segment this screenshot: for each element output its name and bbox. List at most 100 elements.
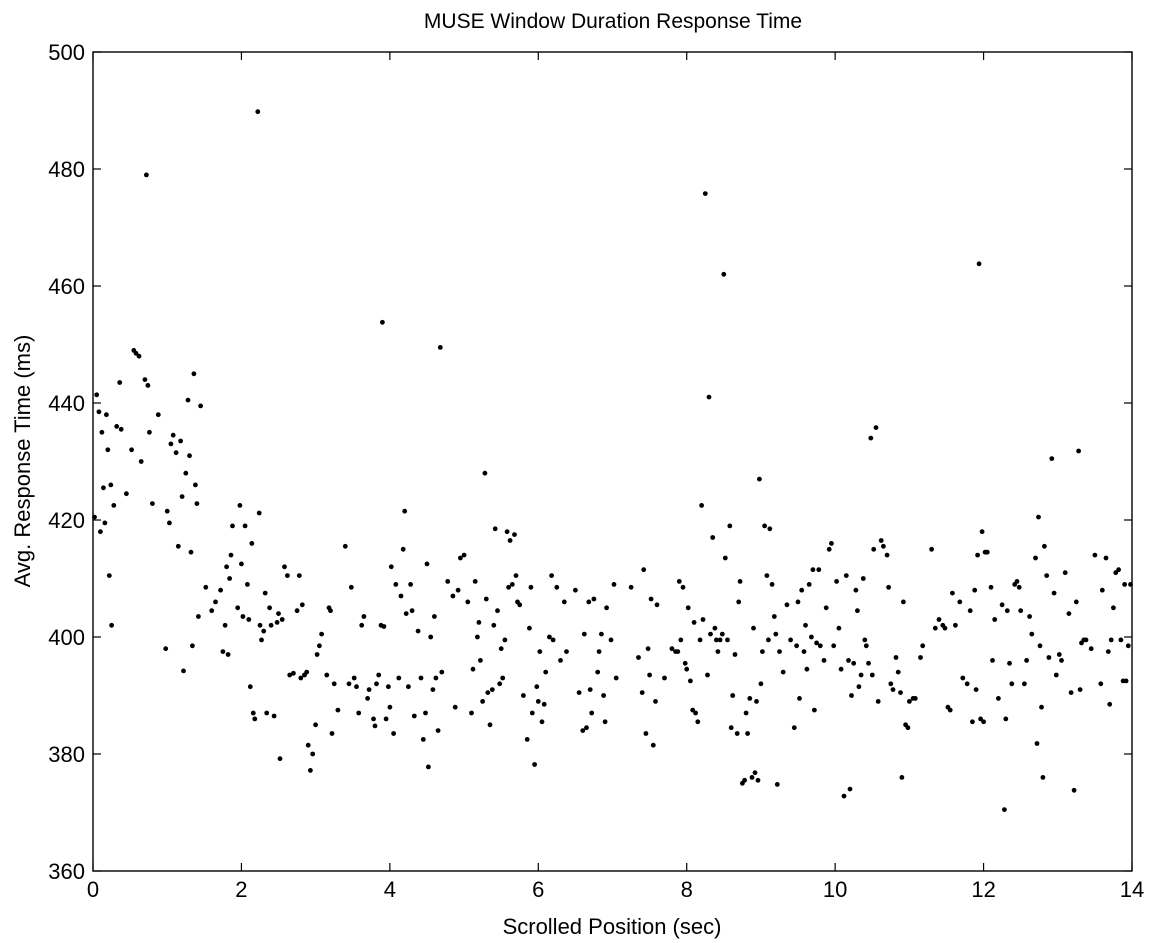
data-point [947, 707, 953, 713]
data-point [650, 742, 656, 748]
data-point [328, 608, 333, 614]
data-point [981, 719, 986, 725]
data-point [950, 590, 955, 596]
data-point [758, 681, 764, 687]
data-point [424, 561, 430, 567]
data-point [967, 608, 973, 614]
data-point [589, 710, 595, 716]
data-point [109, 622, 114, 628]
data-point [539, 719, 545, 725]
data-point [465, 599, 471, 605]
data-point [936, 617, 942, 622]
data-point [708, 631, 713, 637]
data-point [250, 710, 256, 716]
data-point [133, 350, 139, 356]
data-point [823, 605, 829, 611]
data-point [224, 564, 230, 570]
data-point [1039, 704, 1044, 710]
data-point [228, 552, 234, 558]
data-point [1014, 579, 1020, 584]
data-point [114, 424, 120, 429]
data-point [846, 658, 851, 663]
data-point [129, 447, 135, 453]
data-point [257, 622, 263, 628]
data-point [691, 620, 697, 625]
data-point [734, 731, 740, 736]
data-point [317, 643, 322, 649]
data-point [836, 625, 842, 631]
data-point [576, 690, 582, 695]
data-point [869, 672, 875, 678]
data-point [669, 646, 675, 652]
data-point [774, 782, 780, 787]
data-point [259, 637, 264, 643]
data-point [138, 459, 144, 464]
data-point [1092, 552, 1098, 558]
data-point [537, 649, 543, 654]
data-point [757, 476, 762, 482]
data-point [784, 602, 790, 608]
data-point [604, 605, 609, 611]
data-point [470, 666, 476, 672]
data-point [170, 432, 176, 438]
data-point [1046, 655, 1052, 660]
data-point [957, 599, 963, 605]
data-point [641, 567, 647, 573]
data-point [1024, 658, 1029, 663]
data-point [535, 699, 541, 704]
data-point [654, 602, 660, 608]
data-point [252, 716, 258, 722]
data-point [291, 670, 296, 676]
data-point [996, 696, 1001, 701]
data-point [282, 564, 287, 570]
data-point [690, 707, 696, 713]
data-point [296, 573, 302, 578]
data-point [450, 593, 456, 599]
data-point [1049, 456, 1055, 461]
data-point [1042, 543, 1047, 549]
data-point [847, 786, 853, 792]
data-point [886, 584, 891, 590]
data-point [715, 649, 721, 654]
data-point [354, 684, 359, 690]
data-point [476, 620, 482, 625]
x-tick-labels: 0 2 4 6 8 10 12 14 [87, 877, 1144, 902]
data-point [432, 614, 437, 619]
data-point [717, 637, 723, 643]
data-point [591, 596, 597, 602]
data-point [247, 684, 253, 690]
data-point [461, 552, 467, 558]
data-point [573, 587, 578, 593]
data-point [728, 725, 734, 731]
data-point [423, 710, 428, 716]
data-point [483, 596, 489, 602]
data-point [584, 725, 589, 731]
data-point [745, 731, 750, 736]
data-point [191, 371, 197, 377]
data-point [751, 625, 756, 631]
data-point [220, 649, 226, 654]
data-point [147, 429, 152, 435]
data-point [960, 675, 966, 681]
y-axis-label: Avg. Response Time (ms) [10, 335, 35, 588]
data-point [437, 345, 443, 350]
data-point [662, 675, 667, 681]
data-point [415, 628, 421, 634]
data-point [1053, 672, 1059, 678]
data-point [550, 637, 556, 643]
data-point [279, 617, 285, 622]
data-point [409, 608, 415, 614]
data-point [1083, 637, 1089, 643]
data-point [1111, 605, 1116, 611]
data-point [829, 541, 834, 546]
data-point [1116, 567, 1121, 573]
data-point [586, 599, 592, 605]
data-point [682, 660, 688, 666]
data-point [1059, 658, 1064, 663]
data-point [999, 602, 1005, 608]
data-point [976, 261, 982, 267]
data-point [1056, 652, 1062, 657]
data-point [478, 658, 483, 663]
data-point [1066, 611, 1072, 616]
